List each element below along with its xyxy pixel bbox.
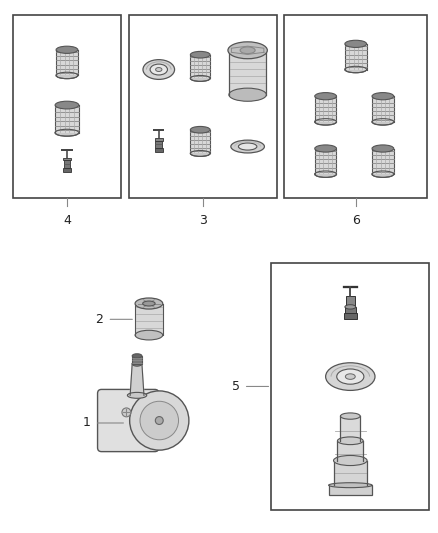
Bar bbox=[328, 485, 372, 495]
Bar bbox=[346, 296, 355, 307]
Ellipse shape bbox=[238, 143, 257, 150]
Ellipse shape bbox=[325, 363, 375, 390]
Ellipse shape bbox=[191, 150, 210, 156]
Ellipse shape bbox=[315, 171, 336, 177]
Ellipse shape bbox=[315, 119, 336, 125]
Ellipse shape bbox=[143, 60, 175, 79]
Ellipse shape bbox=[228, 42, 267, 59]
Ellipse shape bbox=[240, 47, 255, 54]
Bar bbox=[13, 15, 121, 198]
Ellipse shape bbox=[191, 76, 210, 82]
Ellipse shape bbox=[345, 305, 356, 309]
Bar bbox=[155, 141, 162, 148]
Ellipse shape bbox=[132, 354, 142, 358]
Bar bbox=[56, 50, 78, 76]
Ellipse shape bbox=[191, 51, 210, 58]
Ellipse shape bbox=[55, 101, 79, 109]
Ellipse shape bbox=[340, 413, 360, 419]
Bar bbox=[155, 138, 162, 141]
Ellipse shape bbox=[372, 93, 394, 100]
Bar bbox=[64, 160, 70, 168]
Bar bbox=[271, 263, 429, 510]
Bar bbox=[315, 96, 336, 122]
Bar bbox=[340, 416, 360, 441]
Ellipse shape bbox=[337, 369, 364, 384]
Ellipse shape bbox=[155, 417, 163, 424]
Text: 6: 6 bbox=[352, 214, 360, 227]
Ellipse shape bbox=[55, 130, 79, 136]
Ellipse shape bbox=[333, 456, 367, 465]
Bar bbox=[372, 96, 394, 122]
Ellipse shape bbox=[150, 64, 167, 75]
Ellipse shape bbox=[143, 301, 155, 306]
Bar bbox=[345, 44, 367, 69]
Text: 1: 1 bbox=[83, 416, 91, 430]
Text: 4: 4 bbox=[63, 214, 71, 227]
Ellipse shape bbox=[132, 361, 142, 366]
Ellipse shape bbox=[122, 408, 131, 417]
Ellipse shape bbox=[135, 298, 163, 309]
Ellipse shape bbox=[346, 374, 355, 379]
Ellipse shape bbox=[372, 119, 394, 125]
Ellipse shape bbox=[56, 46, 78, 53]
Bar bbox=[229, 50, 266, 95]
Ellipse shape bbox=[372, 171, 394, 177]
Ellipse shape bbox=[56, 72, 78, 79]
Ellipse shape bbox=[372, 145, 394, 152]
Bar bbox=[135, 303, 163, 335]
Bar bbox=[55, 105, 79, 133]
Ellipse shape bbox=[140, 401, 179, 440]
Ellipse shape bbox=[155, 68, 162, 71]
Bar bbox=[337, 441, 363, 461]
Ellipse shape bbox=[135, 330, 163, 340]
Bar bbox=[191, 55, 210, 78]
Ellipse shape bbox=[345, 41, 367, 47]
Bar bbox=[63, 168, 71, 172]
Ellipse shape bbox=[315, 93, 336, 100]
Polygon shape bbox=[130, 364, 144, 395]
Ellipse shape bbox=[191, 126, 210, 133]
Bar bbox=[63, 158, 71, 160]
Ellipse shape bbox=[328, 483, 372, 488]
FancyBboxPatch shape bbox=[98, 390, 159, 451]
Ellipse shape bbox=[231, 140, 265, 153]
Bar bbox=[315, 149, 336, 174]
Text: 5: 5 bbox=[232, 380, 240, 393]
Ellipse shape bbox=[337, 437, 363, 445]
Bar bbox=[345, 307, 356, 313]
Bar bbox=[372, 149, 394, 174]
Ellipse shape bbox=[315, 145, 336, 152]
Bar bbox=[191, 130, 210, 154]
Bar bbox=[284, 15, 427, 198]
Bar bbox=[132, 356, 142, 364]
Ellipse shape bbox=[345, 66, 367, 72]
Bar bbox=[129, 15, 277, 198]
Bar bbox=[155, 148, 163, 152]
Ellipse shape bbox=[130, 391, 189, 450]
Bar bbox=[333, 461, 367, 485]
Ellipse shape bbox=[127, 392, 147, 398]
Text: 2: 2 bbox=[95, 313, 103, 326]
Ellipse shape bbox=[229, 88, 266, 101]
Bar bbox=[344, 313, 357, 319]
Text: 3: 3 bbox=[199, 214, 207, 227]
